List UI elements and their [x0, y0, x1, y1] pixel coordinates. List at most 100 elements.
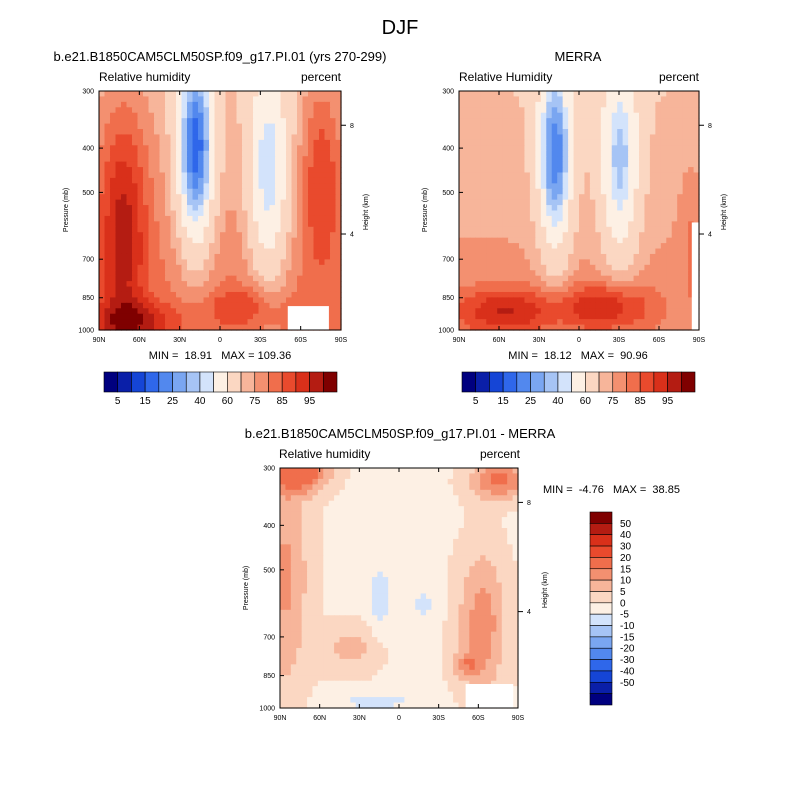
colorbar-swatch: [589, 647, 613, 660]
x-tick-label: 60S: [294, 337, 307, 344]
colorbar-swatch: [227, 371, 242, 393]
x-tick-label: 60N: [493, 337, 506, 344]
panel-diff-ylabel: Pressure (mb): [243, 566, 250, 610]
field-cells: [280, 468, 519, 709]
panel-diff-title: b.e21.B1850CAM5CLM50SP.f09_g17.PI.01 - M…: [245, 426, 556, 441]
panel-merra-right-label: percent: [659, 70, 700, 84]
colorbar-label: 15: [498, 396, 510, 407]
panel-diff: b.e21.B1850CAM5CLM50SP.f09_g17.PI.01 - M…: [243, 426, 680, 722]
missing-data-mask: [465, 684, 514, 708]
colorbar-swatch: [639, 371, 655, 393]
x-tick-label: 60N: [313, 715, 326, 722]
y-right-tick-label: 8: [527, 500, 531, 507]
colorbar-label: 10: [620, 576, 632, 587]
x-tick-label: 30N: [533, 337, 546, 344]
colorbar-swatch: [543, 371, 559, 393]
colorbar-swatch: [589, 557, 613, 570]
x-tick-label: 0: [577, 337, 581, 344]
panel-model-right-label: percent: [301, 70, 342, 84]
colorbar-label: 5: [473, 396, 479, 407]
x-tick-label: 90N: [274, 715, 287, 722]
panel-merra-ylabel-right: Height (km): [721, 194, 728, 230]
colorbar-swatch: [589, 511, 613, 524]
colorbar-swatch: [489, 371, 504, 393]
y-tick-label: 400: [82, 146, 94, 153]
colorbar-swatch: [589, 693, 613, 706]
x-tick-label: 60N: [133, 337, 146, 344]
colorbar-label: 50: [620, 519, 632, 530]
colorbar-swatch: [589, 579, 613, 592]
colorbar-label: 95: [304, 396, 316, 407]
missing-data-mask: [287, 306, 329, 330]
colorbar-label: -30: [620, 655, 635, 666]
x-tick-label: 90N: [93, 337, 106, 344]
y-tick-label: 400: [442, 146, 454, 153]
colorbar-swatch: [475, 371, 490, 393]
colorbar-swatch: [589, 659, 613, 672]
panel-merra-field: 90N 60N 30N 0 30S 60S 90S 300 400 500 700 850 1000 8 4: [438, 89, 712, 345]
colorbar-swatch: [158, 371, 173, 393]
panel-diff-ylabel-right: Height (km): [542, 572, 549, 608]
y-right-tick-label: 4: [350, 232, 354, 239]
panel-model: b.e21.B1850CAM5CLM50SP.f09_g17.PI.01 (yr…: [54, 49, 387, 407]
colorbar-label: 40: [194, 396, 206, 407]
colorbar-swatch: [585, 371, 600, 393]
colorbar-label: -40: [620, 666, 635, 677]
colorbar-label: 5: [620, 587, 626, 598]
y-tick-label: 400: [263, 523, 275, 530]
x-tick-label: 60S: [653, 337, 666, 344]
y-tick-label: 500: [82, 190, 94, 197]
colorbar-label: 85: [635, 396, 647, 407]
x-tick-label: 90S: [512, 715, 525, 722]
colorbar-swatch: [103, 371, 119, 393]
colorbar-swatch: [612, 371, 627, 393]
panel-diff-right-label: percent: [480, 447, 521, 461]
panel-merra-ylabel: Pressure (mb): [422, 188, 429, 232]
colorbar-label: 15: [140, 396, 152, 407]
colorbar-swatch: [117, 371, 132, 393]
colorbar-label: 0: [620, 598, 626, 609]
y-tick-label: 850: [82, 295, 94, 302]
y-tick-label: 500: [442, 190, 454, 197]
panel-merra-title: MERRA: [555, 49, 602, 64]
colorbar-label: 75: [249, 396, 261, 407]
colorbar-label: 60: [580, 396, 592, 407]
panel-diff-left-label: Relative humidity: [279, 447, 370, 461]
y-tick-label: 300: [263, 466, 275, 473]
colorbar-swatch: [268, 371, 283, 393]
y-tick-label: 700: [82, 257, 94, 264]
colorbar-label: -5: [620, 610, 629, 621]
y-tick-label: 850: [263, 673, 275, 680]
colorbar-label: -50: [620, 678, 635, 689]
colorbar-swatch: [185, 371, 201, 393]
colorbar-label: 5: [115, 396, 121, 407]
field-cells: [459, 91, 700, 331]
colorbar-swatch: [589, 568, 613, 581]
colorbar-swatch: [680, 371, 696, 393]
colorbar-swatch: [281, 371, 297, 393]
x-tick-label: 90S: [335, 337, 348, 344]
panel-diff-stats: MIN = -4.76 MAX = 38.85: [543, 484, 680, 496]
colorbar-swatch: [144, 371, 160, 393]
y-tick-label: 700: [263, 634, 275, 641]
colorbar-swatch: [240, 371, 256, 393]
y-tick-label: 1000: [438, 328, 454, 335]
colorbar-label: 85: [277, 396, 289, 407]
colorbar-swatch: [589, 636, 613, 649]
x-tick-label: 30N: [353, 715, 366, 722]
colorbar-swatch: [589, 602, 613, 615]
panel-merra-left-label: Relative Humidity: [459, 70, 552, 84]
colorbar-swatch: [309, 371, 324, 393]
y-tick-label: 700: [442, 257, 454, 264]
colorbar-swatch: [589, 625, 613, 638]
colorbar-swatch: [653, 371, 668, 393]
colorbar-swatch: [530, 371, 545, 393]
y-tick-label: 850: [442, 295, 454, 302]
panel-merra-colorbar: 5 15 25 40 60 75 85 95: [461, 371, 696, 407]
x-tick-label: 0: [218, 337, 222, 344]
page-title: DJF: [382, 17, 419, 39]
colorbar-label: 15: [620, 564, 632, 575]
missing-data-mask: [691, 222, 699, 330]
y-tick-label: 500: [263, 567, 275, 574]
colorbar-swatch: [589, 545, 613, 558]
